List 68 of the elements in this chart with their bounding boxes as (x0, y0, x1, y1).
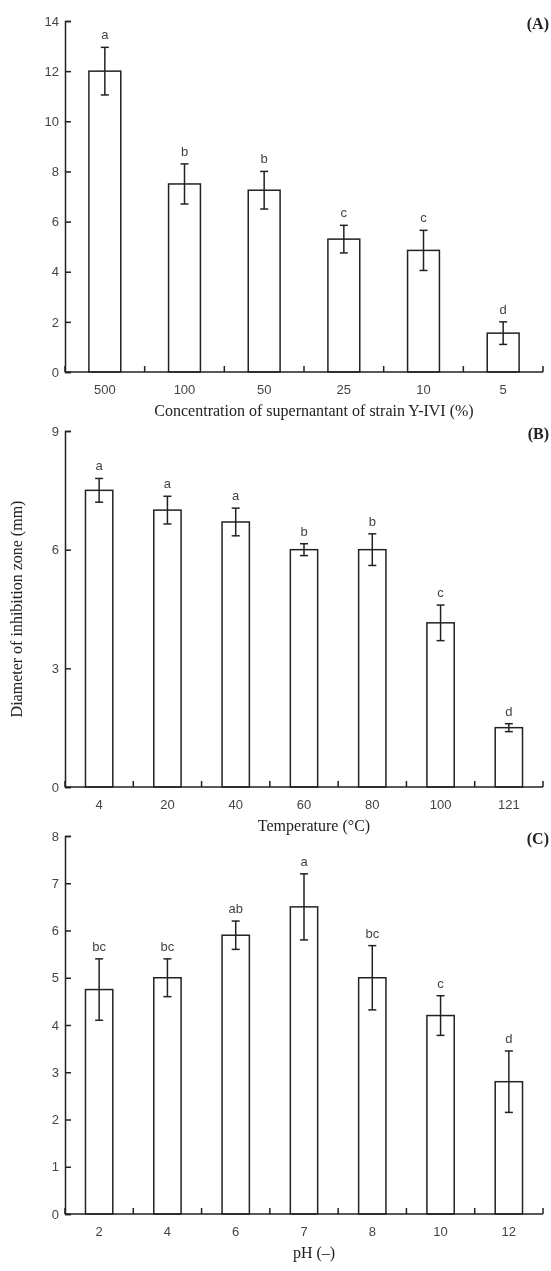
y-tick-label: 2 (51, 1112, 59, 1128)
y-tick-label: 0 (51, 779, 59, 795)
y-tick-label: 9 (51, 423, 59, 439)
x-tick-label: 6 (232, 1224, 240, 1239)
y-tick-label: 8 (51, 164, 59, 180)
x-tick-label: 40 (228, 797, 243, 812)
x-tick-label: 100 (429, 797, 452, 812)
annotation: d (499, 301, 507, 317)
x-tick-label: 4 (95, 797, 103, 812)
x-axis-title: Temperature (°C) (257, 817, 371, 835)
annotation: c (437, 975, 445, 991)
y-tick-label: 4 (51, 264, 59, 280)
annotation: a (300, 853, 309, 869)
y-tick-label: 10 (44, 113, 59, 129)
y-tick-label: 6 (51, 542, 59, 558)
y-tick-label: 0 (51, 1206, 59, 1222)
annotation: a (101, 27, 110, 43)
annotation: bc (365, 925, 380, 941)
annotation: c (437, 585, 445, 601)
chart-title: (A) (526, 15, 549, 33)
annotation: a (95, 458, 104, 474)
y-tick-label: 3 (51, 1064, 59, 1080)
annotation: a (163, 476, 172, 492)
y-tick-label: 2 (51, 314, 59, 330)
x-tick-label: 5 (499, 382, 507, 397)
annotation: c (340, 205, 348, 221)
y-tick-label: 7 (51, 875, 59, 891)
chart-title: (C) (526, 830, 549, 848)
x-tick-label: 500 (93, 382, 116, 397)
x-tick-label: 4 (163, 1224, 172, 1239)
y-tick-label: 5 (51, 970, 59, 986)
annotation: d (505, 703, 513, 719)
y-axis-title: Diameter of inhibition zone (mm) (8, 500, 26, 718)
x-tick-label: 50 (256, 382, 272, 397)
x-tick-label: 2 (95, 1224, 103, 1239)
annotation: bc (160, 938, 175, 954)
x-tick-label: 12 (501, 1224, 517, 1239)
annotation: a (232, 488, 241, 504)
y-tick-label: 6 (51, 214, 59, 230)
annotation: d (505, 1030, 513, 1046)
y-tick-label: 0 (51, 364, 59, 380)
annotation: c (420, 210, 428, 226)
x-tick-label: 100 (173, 382, 196, 397)
x-tick-label: 25 (336, 382, 352, 397)
x-tick-label: 10 (433, 1224, 448, 1239)
annotation: ab (228, 901, 243, 917)
y-tick-label: 6 (51, 923, 59, 939)
x-axis-title: Concentration of supernantant of strain Y-IVI (%) (154, 402, 474, 420)
x-tick-label: 10 (416, 382, 431, 397)
y-tick-label: 8 (51, 828, 59, 844)
annotation: b (368, 513, 376, 529)
x-tick-label: 121 (498, 797, 520, 812)
annotation: b (260, 151, 268, 167)
x-tick-label: 20 (160, 797, 175, 812)
x-tick-label: 7 (300, 1224, 308, 1239)
chart-title: (B) (527, 425, 549, 443)
y-tick-label: 3 (51, 660, 59, 676)
annotation: b (180, 143, 189, 159)
y-tick-label: 1 (51, 1159, 59, 1175)
x-tick-label: 60 (296, 797, 312, 812)
annotation: b (300, 523, 308, 539)
y-tick-label: 4 (51, 1017, 59, 1033)
x-tick-label: 8 (368, 1224, 376, 1239)
x-axis-title: pH (–) (292, 1244, 336, 1262)
x-tick-label: 80 (365, 797, 380, 812)
annotation: bc (92, 938, 107, 954)
y-tick-label: 12 (44, 63, 59, 79)
y-tick-label: 14 (44, 13, 59, 29)
